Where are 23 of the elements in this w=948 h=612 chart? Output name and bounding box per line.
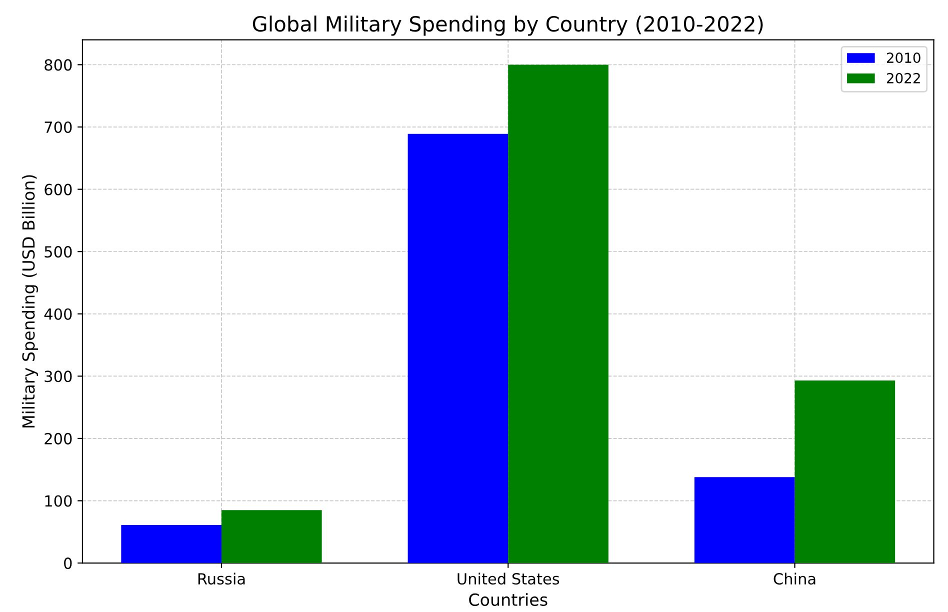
- bar: [121, 525, 222, 564]
- bar: [221, 510, 322, 564]
- y-tick-label: 800: [44, 59, 72, 71]
- y-tick-label: 300: [44, 370, 72, 382]
- legend-label: 2010: [886, 52, 920, 64]
- y-tick-label: 400: [44, 308, 72, 320]
- bar: [694, 477, 795, 564]
- y-tick-label: 100: [45, 495, 72, 507]
- y-tick-label: 200: [44, 432, 72, 444]
- bar: [408, 134, 508, 564]
- y-tick-label: 0: [64, 558, 72, 570]
- x-tick-label: United States: [458, 572, 560, 585]
- y-axis-title: Military Spending (USD Billion): [22, 175, 38, 428]
- bar: [508, 64, 608, 564]
- x-axis-title: Countries: [469, 593, 548, 606]
- chart-title: Global Military Spending by Country (2010-2022): [252, 16, 763, 36]
- y-tick-label: 700: [44, 121, 72, 134]
- legend-label: 2022: [886, 72, 920, 84]
- y-tick-label: 500: [44, 246, 72, 258]
- y-tick-label: 600: [44, 184, 72, 196]
- x-tick-label: China: [774, 572, 816, 585]
- bar: [794, 380, 896, 564]
- x-tick-label: Russia: [198, 572, 245, 585]
